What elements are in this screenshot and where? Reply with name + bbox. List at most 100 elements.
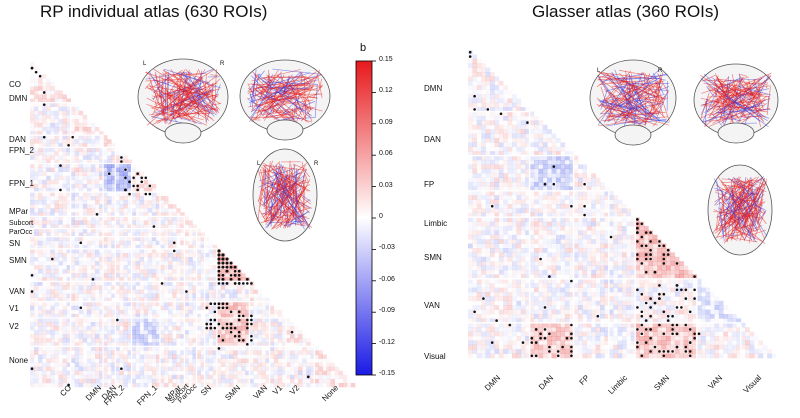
heatmap-cell (63, 346, 67, 350)
significance-marker (242, 315, 245, 318)
heatmap-cell (38, 184, 42, 188)
heatmap-cell (666, 257, 671, 262)
heatmap-cell (140, 196, 144, 200)
heatmap-cell (618, 235, 623, 240)
heatmap-cell (670, 257, 675, 262)
heatmap-cell (119, 375, 123, 379)
heatmap-cell (258, 359, 262, 363)
heatmap-cell (205, 241, 209, 245)
heatmap-cell (512, 195, 517, 200)
heatmap-cell (596, 208, 601, 213)
heatmap-cell (323, 367, 327, 371)
heatmap-cell (574, 248, 579, 253)
heatmap-cell (249, 367, 253, 371)
heatmap-cell (286, 359, 290, 363)
heatmap-cell (38, 375, 42, 379)
heatmap-cell (534, 142, 539, 147)
heatmap-cell (270, 302, 274, 306)
heatmap-cell (91, 168, 95, 172)
heatmap-cell (54, 216, 58, 220)
heatmap-cell (140, 367, 144, 371)
heatmap-cell (42, 204, 46, 208)
heatmap-cell (103, 346, 107, 350)
heatmap-cell (534, 252, 539, 257)
heatmap-cell (87, 350, 91, 354)
heatmap-cell (481, 208, 486, 213)
heatmap-cell (653, 257, 658, 262)
heatmap-cell (140, 294, 144, 298)
heatmap-cell (168, 273, 172, 277)
heatmap-cell (58, 257, 62, 261)
heatmap-cell (95, 330, 99, 334)
heatmap-cell (83, 180, 87, 184)
heatmap-cell (168, 261, 172, 265)
heatmap-cell (123, 204, 127, 208)
heatmap-cell (241, 294, 245, 298)
heatmap-cell (38, 107, 42, 111)
heatmap-cell (574, 261, 579, 266)
heatmap-cell (63, 310, 67, 314)
heatmap-cell (534, 178, 539, 183)
significance-marker (173, 241, 176, 244)
heatmap-cell (217, 379, 221, 383)
heatmap-cell (107, 249, 111, 253)
heatmap-cell (521, 182, 526, 187)
heatmap-cell (91, 241, 95, 245)
heatmap-cell (140, 220, 144, 224)
heatmap-cell (136, 196, 140, 200)
heatmap-cell (670, 270, 675, 275)
heatmap-cell (46, 375, 50, 379)
heatmap-cell (176, 326, 180, 330)
heatmap-cell (83, 119, 87, 123)
heatmap-cell (83, 127, 87, 131)
heatmap-cell (481, 257, 486, 262)
heatmap-cell (241, 330, 245, 334)
heatmap-cell (534, 129, 539, 134)
heatmap-cell (148, 306, 152, 310)
heatmap-cell (521, 226, 526, 231)
heatmap-cell (38, 168, 42, 172)
significance-marker (59, 189, 62, 192)
heatmap-cell (91, 155, 95, 159)
heatmap-cell (538, 261, 543, 266)
heatmap-cell (75, 241, 79, 245)
heatmap-cell (574, 257, 579, 262)
heatmap-cell (50, 139, 54, 143)
heatmap-cell (50, 172, 54, 176)
heatmap-cell (494, 164, 499, 169)
heatmap-cell (538, 169, 543, 174)
heatmap-cell (278, 379, 282, 383)
heatmap-cell (172, 257, 176, 261)
heatmap-cell (136, 265, 140, 269)
heatmap-cell (477, 85, 482, 90)
heatmap-cell (262, 375, 266, 379)
heatmap-cell (140, 375, 144, 379)
heatmap-cell (107, 355, 111, 359)
heatmap-cell (591, 248, 596, 253)
significance-marker (43, 103, 46, 106)
heatmap-cell (136, 273, 140, 277)
heatmap-cell (591, 217, 596, 222)
heatmap-cell (591, 178, 596, 183)
heatmap-cell (103, 355, 107, 359)
heatmap-cell (477, 222, 482, 227)
heatmap-cell (552, 270, 557, 275)
heatmap-cell (209, 269, 213, 273)
heatmap-cell (79, 375, 83, 379)
heatmap-cell (176, 216, 180, 220)
heatmap-cell (591, 266, 596, 271)
heatmap-cell (168, 249, 172, 253)
heatmap-cell (152, 208, 156, 212)
heatmap-cell (233, 367, 237, 371)
heatmap-cell (176, 350, 180, 354)
heatmap-cell (258, 310, 262, 314)
heatmap-cell (197, 273, 201, 277)
heatmap-cell (172, 338, 176, 342)
heatmap-cell (172, 281, 176, 285)
heatmap-cell (91, 151, 95, 155)
heatmap-cell (71, 350, 75, 354)
heatmap-cell (83, 261, 87, 265)
heatmap-cell (486, 261, 491, 266)
heatmap-cell (54, 383, 58, 387)
heatmap-cell (107, 265, 111, 269)
